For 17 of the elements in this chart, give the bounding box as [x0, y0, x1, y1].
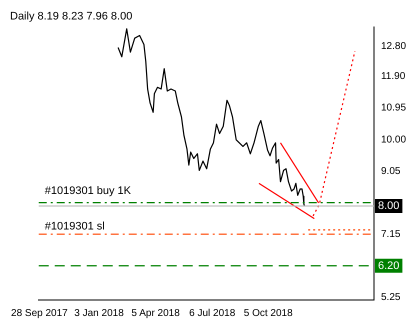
chart-title: Daily 8.19 8.23 7.96 8.00 — [10, 10, 132, 23]
x-tick-label: 5 Oct 2018 — [244, 308, 294, 319]
x-tick-label: 6 Jul 2018 — [189, 308, 236, 319]
y-tick-label: 7.15 — [380, 228, 401, 240]
y-tick-label: 12.80 — [380, 41, 406, 52]
y-tick-label: 10.00 — [380, 134, 406, 146]
ref-line-label: #1019301 sl — [44, 220, 105, 233]
x-tick-label: 5 Apr 2018 — [131, 308, 180, 319]
ref-line-label: #1019301 buy 1K — [44, 185, 132, 198]
ref-line-label: 8.00 — [378, 200, 400, 212]
x-tick-label: 28 Sep 2017 — [11, 308, 68, 319]
y-tick-label: 11.90 — [380, 71, 406, 82]
y-tick-label: 5.25 — [380, 292, 401, 304]
x-tick-label: 3 Jan 2018 — [74, 308, 124, 319]
ref-line-label: 6.20 — [378, 260, 400, 272]
y-tick-label: 9.05 — [380, 166, 401, 177]
y-tick-label: 10.95 — [380, 102, 406, 114]
